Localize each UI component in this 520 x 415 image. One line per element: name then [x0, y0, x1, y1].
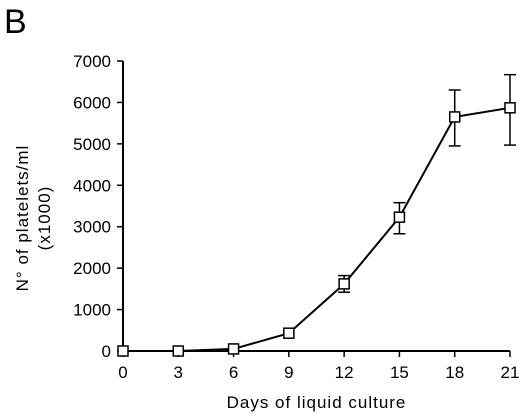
y-tick-label: 2000	[73, 259, 111, 278]
x-tick-label: 3	[174, 363, 183, 382]
y-tick-label: 0	[102, 342, 111, 361]
x-tick-label: 18	[445, 363, 464, 382]
data-point	[227, 343, 240, 355]
x-tick-label: 0	[118, 363, 127, 382]
x-tick-label: 9	[284, 363, 293, 382]
axes	[117, 60, 511, 357]
data-point	[338, 278, 350, 290]
x-tick-label: 15	[390, 363, 409, 382]
x-tick-labels: 0 3 6 9 12 15 18 21	[118, 363, 519, 382]
x-axis-title: Days of liquid culture	[227, 393, 407, 412]
data-point	[172, 345, 185, 357]
y-tick-label: 4000	[73, 176, 111, 195]
y-tick-label: 1000	[73, 301, 111, 320]
x-tick-label: 6	[229, 363, 238, 382]
x-tick-label: 21	[501, 363, 520, 382]
y-tick-label: 6000	[73, 93, 111, 112]
y-axis-unit: (x1000)	[35, 186, 54, 251]
data-point	[283, 327, 295, 339]
data-point	[393, 211, 406, 223]
data-point	[504, 102, 516, 114]
series	[117, 73, 516, 357]
y-tick-labels: 0 1000 2000 3000 4000 5000 6000 7000	[73, 52, 111, 361]
y-axis-title: N° of platelets/ml	[13, 145, 32, 292]
data-point	[448, 111, 461, 123]
data-point	[117, 345, 129, 357]
y-tick-label: 5000	[73, 135, 111, 154]
y-tick-label: 3000	[73, 218, 111, 237]
panel-label: B	[4, 3, 27, 41]
series-line	[123, 106, 511, 352]
x-tick-label: 12	[335, 363, 354, 382]
y-tick-label: 7000	[73, 52, 111, 71]
